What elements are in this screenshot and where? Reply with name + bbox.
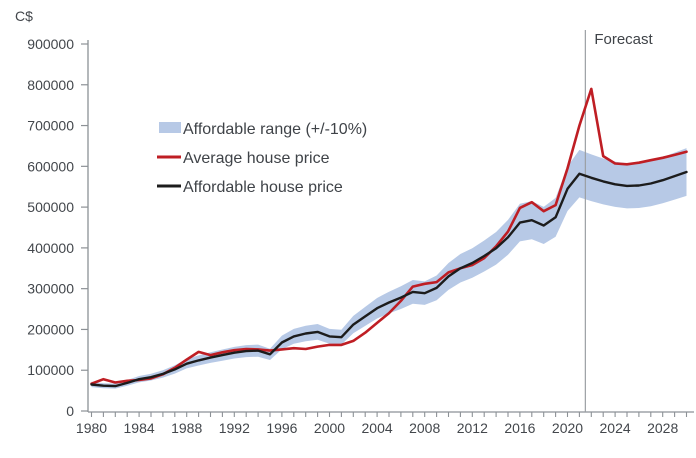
x-axis-tick-label: 1992 xyxy=(219,420,250,436)
x-axis-tick-label: 2024 xyxy=(600,420,631,436)
x-axis-tick-label: 2020 xyxy=(552,420,583,436)
x-axis-tick-label: 2008 xyxy=(409,420,440,436)
y-axis-tick-label: 700000 xyxy=(27,118,74,134)
y-axis-tick-label: 0 xyxy=(66,403,74,419)
y-axis-tick-label: 900000 xyxy=(27,36,74,52)
x-axis-tick-label: 2028 xyxy=(647,420,678,436)
data-series xyxy=(90,87,688,388)
y-axis-tick-label: 500000 xyxy=(27,199,74,215)
forecast-label: Forecast xyxy=(594,31,653,48)
y-axis-tick-label: 200000 xyxy=(27,321,74,337)
x-axis-tick-label: 1984 xyxy=(124,420,155,436)
y-axis-unit-label: C$ xyxy=(15,8,33,24)
y-axis-tick-label: 600000 xyxy=(27,158,74,174)
legend-label-affordable-range: Affordable range (+/-10%) xyxy=(183,121,367,138)
x-axis-tick-label: 1988 xyxy=(171,420,202,436)
x-axis-tick-label: 2012 xyxy=(457,420,488,436)
y-axis-tick-label: 400000 xyxy=(27,240,74,256)
x-axis-tick-label: 2016 xyxy=(504,420,535,436)
affordable-house-price-line xyxy=(90,170,688,388)
y-axis-tick-label: 800000 xyxy=(27,77,74,93)
legend-label-average-price: Average house price xyxy=(183,150,330,167)
affordable-range-polygon xyxy=(91,148,687,389)
y-axis-tick-label: 300000 xyxy=(27,281,74,297)
average-house-price-line xyxy=(90,87,688,386)
legend-label-affordable-price: Affordable house price xyxy=(183,179,343,196)
x-axis-tick-label: 1996 xyxy=(266,420,297,436)
x-axis-tick-label: 2000 xyxy=(314,420,345,436)
y-axis-tick-label: 100000 xyxy=(27,362,74,378)
legend: Affordable range (+/-10%) Average house … xyxy=(157,121,367,196)
affordable-range-band xyxy=(91,148,687,389)
axes: 0 100000 200000 300000 400000 500000 600000 700… xyxy=(27,36,694,436)
legend-swatch-affordable-range xyxy=(159,122,181,133)
x-axis-tick-label: 1980 xyxy=(76,420,107,436)
x-axis-tick-label: 2004 xyxy=(362,420,393,436)
